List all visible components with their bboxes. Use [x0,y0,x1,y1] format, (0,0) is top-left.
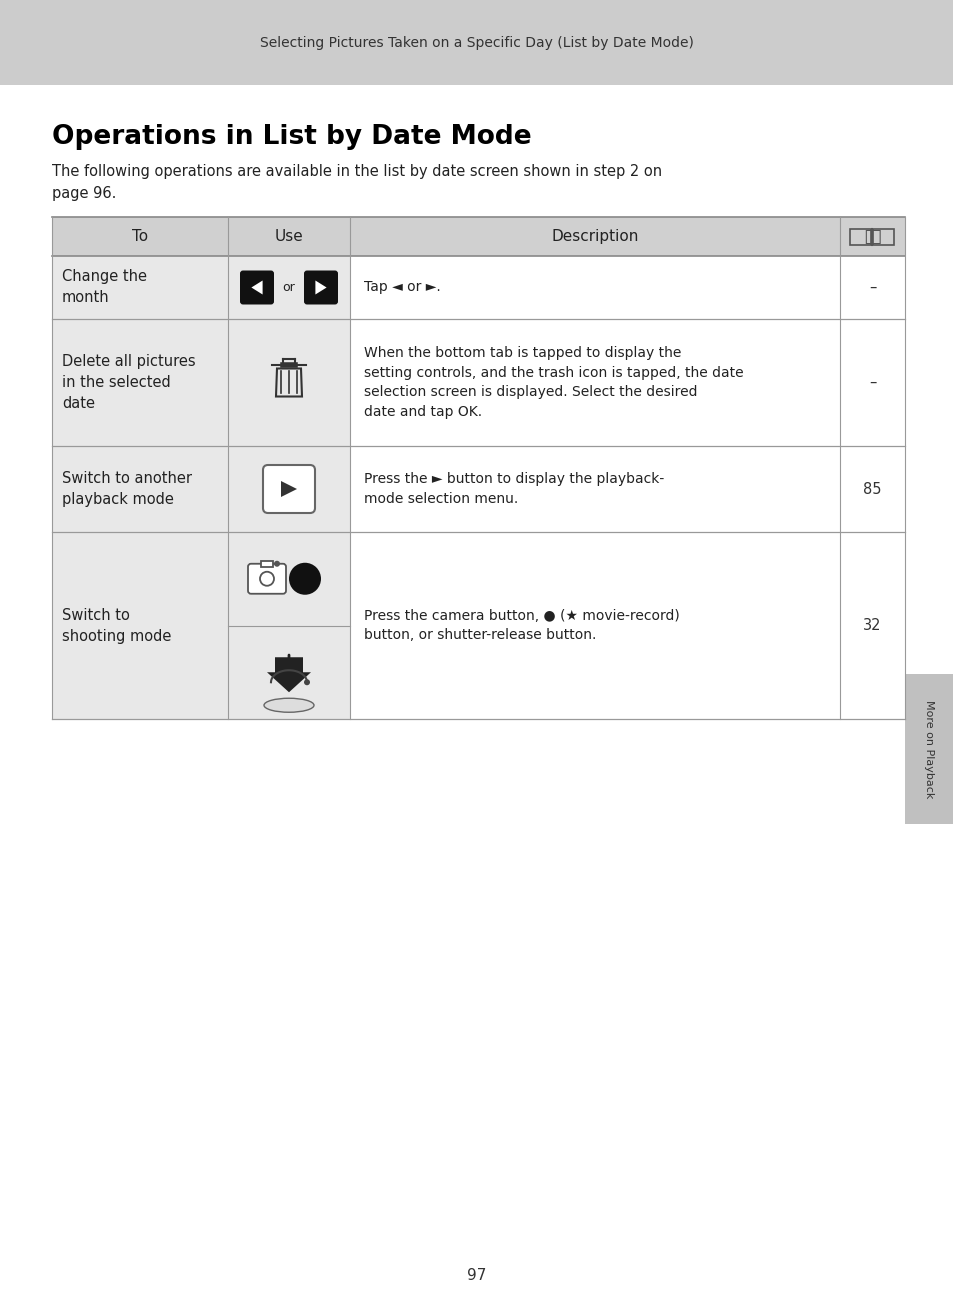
Text: To: To [132,229,148,244]
Bar [228,319,350,445]
Text: When the bottom tab is tapped to display the
setting controls, and the trash ico: When the bottom tab is tapped to display… [364,347,742,419]
Polygon shape [281,481,296,497]
Circle shape [289,562,320,595]
Circle shape [274,561,280,566]
Bar [52,256,228,319]
Text: Delete all pictures
in the selected
date: Delete all pictures in the selected date [62,353,195,411]
Ellipse shape [264,698,314,712]
Bar [228,532,350,719]
Text: 97: 97 [467,1268,486,1284]
Polygon shape [315,280,326,294]
Bar [0,0,953,85]
Text: Change the
month: Change the month [62,269,147,305]
Text: or: or [282,281,295,294]
FancyBboxPatch shape [263,465,314,512]
Bar [261,561,273,566]
Bar [52,532,228,719]
Text: page 96.: page 96. [52,187,116,201]
FancyBboxPatch shape [248,564,286,594]
Text: More on Playback: More on Playback [923,700,933,798]
Text: Press the ► button to display the playback-
mode selection menu.: Press the ► button to display the playba… [364,472,663,506]
Polygon shape [252,280,262,294]
Bar [904,674,953,824]
Bar [52,445,228,532]
Text: –: – [868,374,875,390]
Polygon shape [267,657,311,692]
Text: Selecting Pictures Taken on a Specific Day (List by Date Mode): Selecting Pictures Taken on a Specific D… [260,35,693,50]
Text: Use: Use [274,229,303,244]
Text: 32: 32 [862,618,881,633]
Text: Tap ◄ or ►.: Tap ◄ or ►. [364,280,440,294]
Text: Switch to another
playback mode: Switch to another playback mode [62,470,192,507]
FancyBboxPatch shape [240,271,274,305]
Text: Press the camera button, ● (★ movie-record)
button, or shutter-release button.: Press the camera button, ● (★ movie-reco… [364,608,679,643]
Bar [228,445,350,532]
Bar [228,256,350,319]
FancyBboxPatch shape [304,271,337,305]
Text: –: – [868,280,875,296]
Text: Description: Description [551,229,638,244]
Text: □: □ [862,227,881,246]
Text: Operations in List by Date Mode: Operations in List by Date Mode [52,124,531,150]
Bar [52,217,904,256]
Text: Switch to
shooting mode: Switch to shooting mode [62,607,172,644]
Text: The following operations are available in the list by date screen shown in step : The following operations are available i… [52,164,661,179]
Bar [52,319,228,445]
Text: 85: 85 [862,481,881,497]
Circle shape [304,679,310,685]
